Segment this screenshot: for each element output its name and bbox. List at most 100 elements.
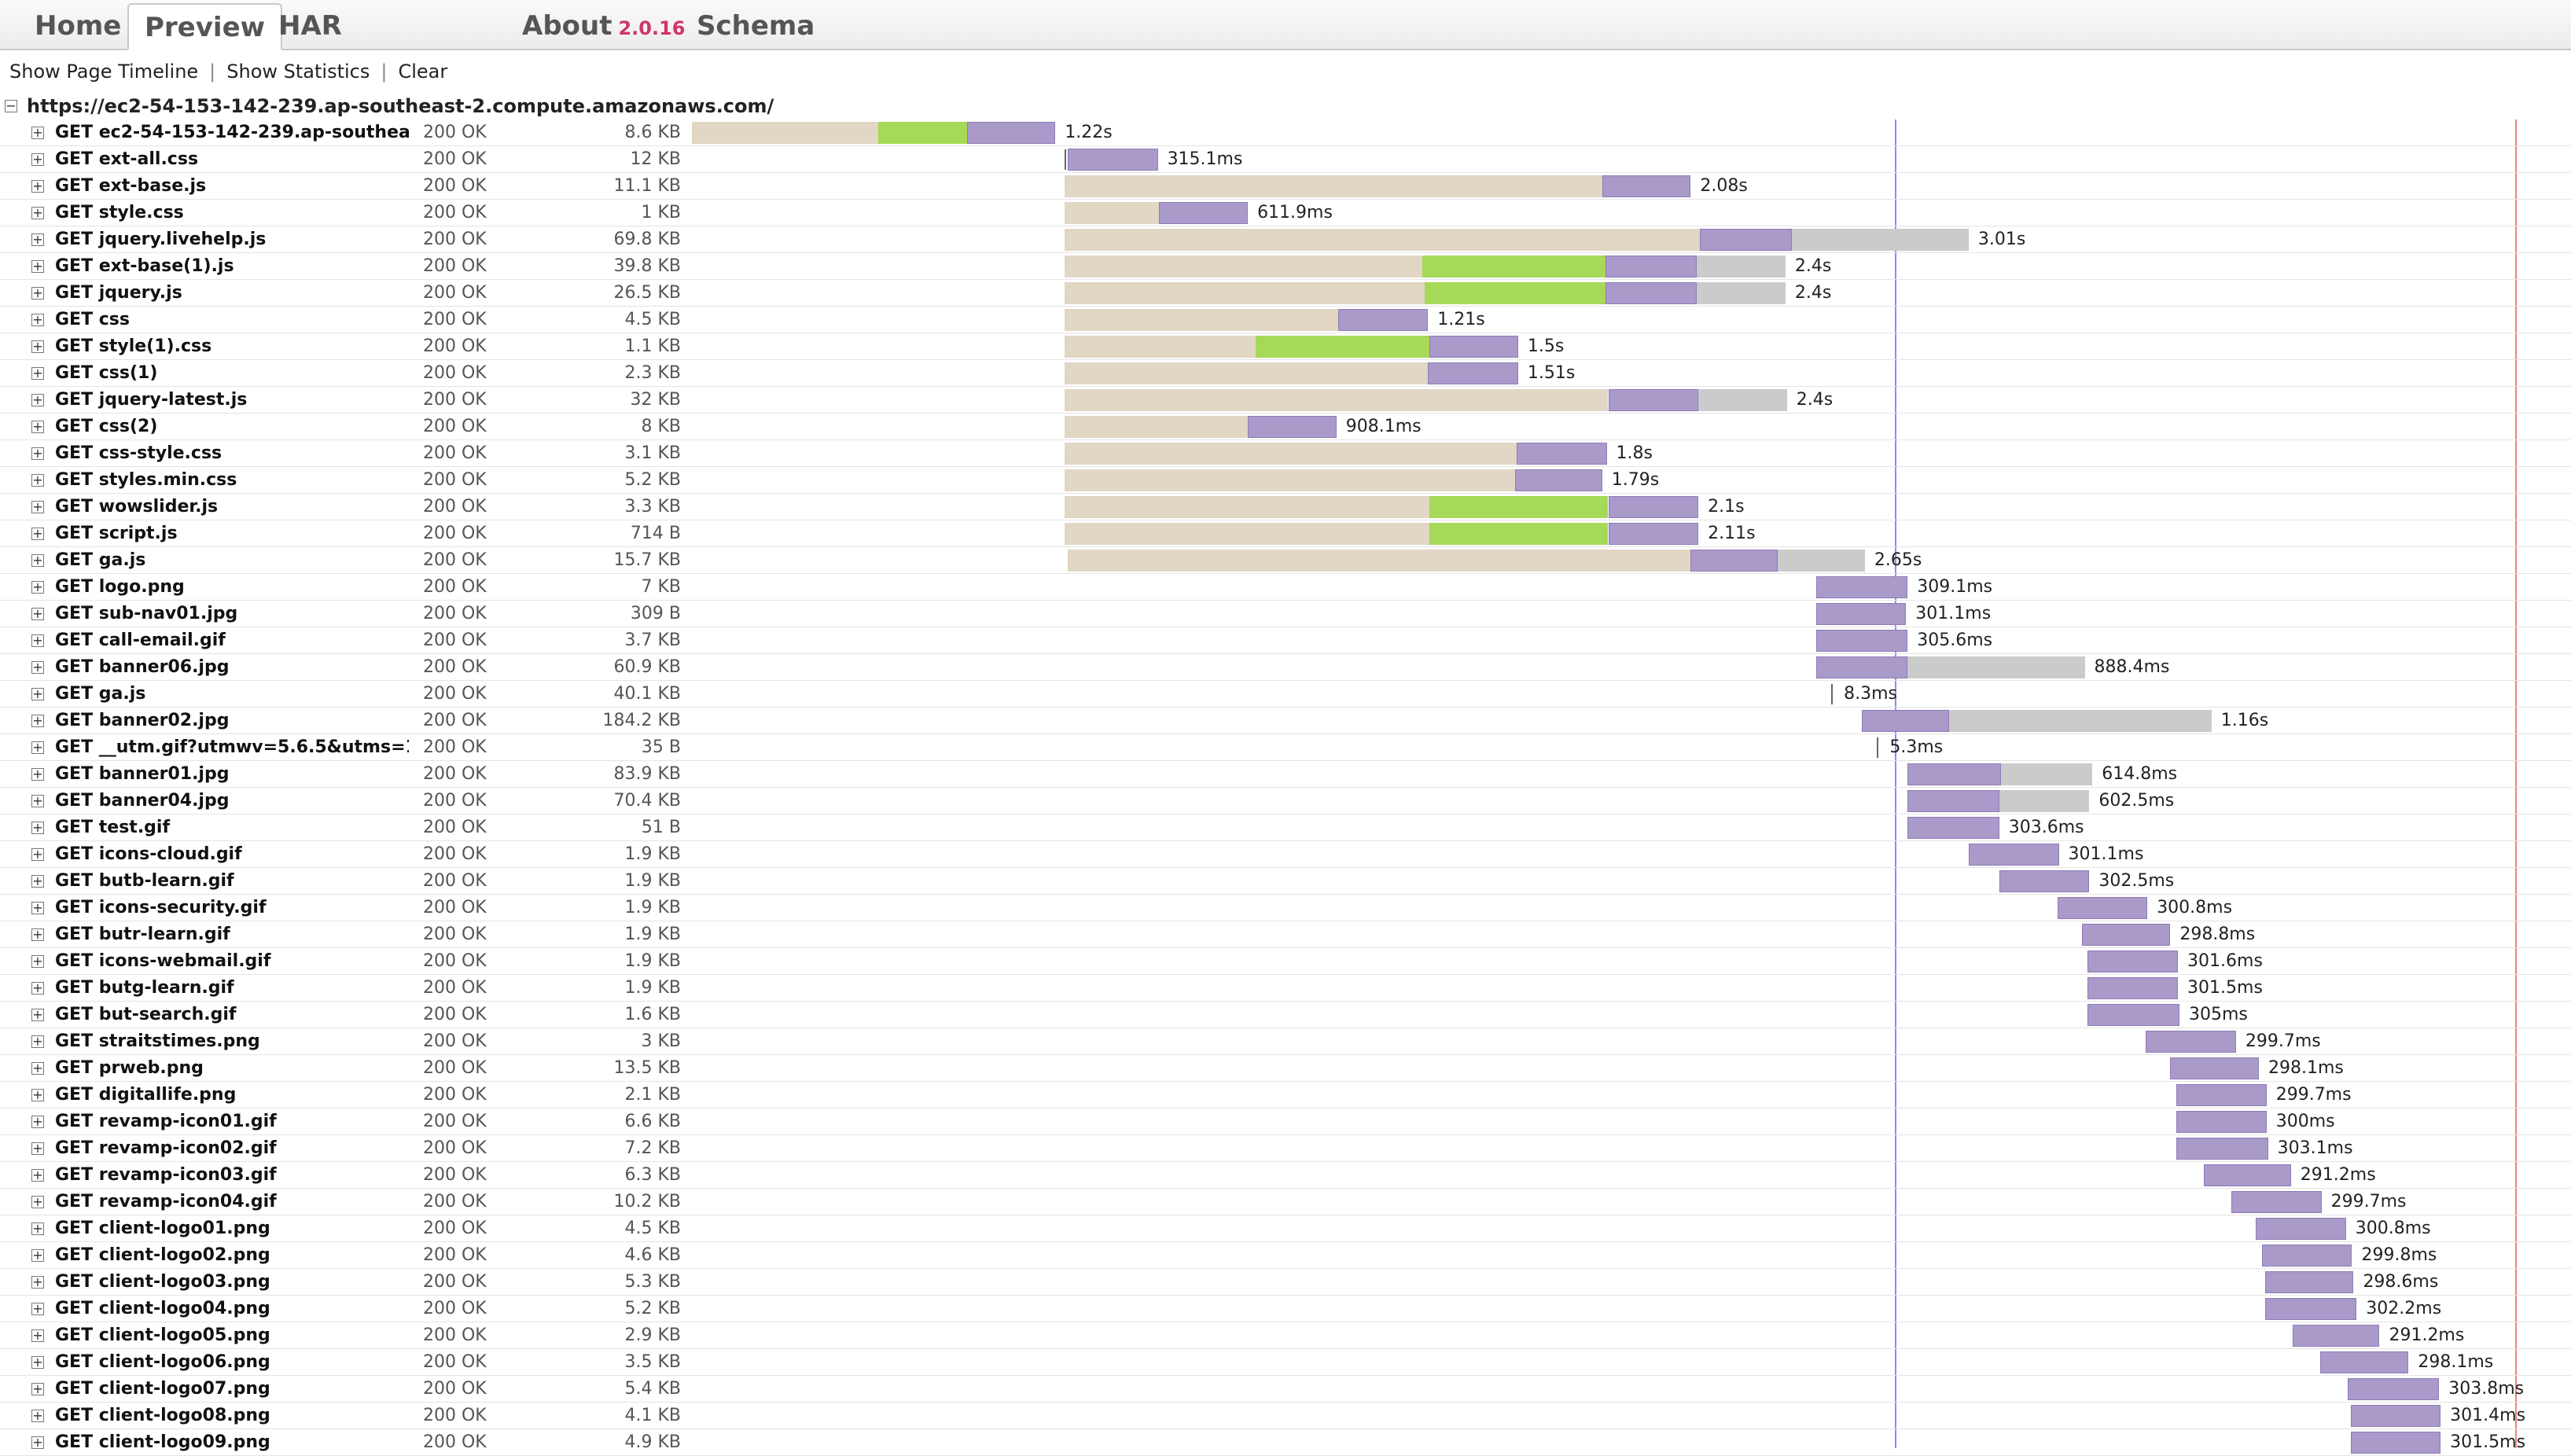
entry-url[interactable]: GET revamp-icon04.gif [55,1189,409,1215]
timing-bar-wait[interactable] [1064,336,1256,358]
entry-row[interactable]: + GET revamp-icon04.gif 200 OK 10.2 KB 299.7… [0,1189,2571,1215]
entry-row[interactable]: + GET prweb.png 200 OK 13.5 KB 298.1ms [0,1055,2571,1082]
expand-entry-icon[interactable]: + [31,285,44,300]
timing-bar-recv[interactable] [1248,416,1337,438]
timing-bar-wait[interactable] [1064,282,1425,304]
timing-bar-gray[interactable] [1948,710,2212,732]
timing-bar-recv[interactable] [1861,710,1949,732]
entry-row[interactable]: + GET ext-base.js 200 OK 11.1 KB 2.08s [0,173,2571,200]
entry-row[interactable]: + GET ga.js 200 OK 15.7 KB 2.65s [0,547,2571,574]
expand-entry-icon[interactable]: + [31,820,44,835]
expand-entry-icon[interactable]: + [31,553,44,568]
entry-url[interactable]: GET __utm.gif?utmwv=5.6.5&utms=17&utmn= [55,734,409,761]
expand-entry-icon[interactable]: + [31,259,44,274]
entry-row[interactable]: + GET __utm.gif?utmwv=5.6.5&utms=17&utmn=… [0,734,2571,761]
entry-row[interactable]: + GET icons-cloud.gif 200 OK 1.9 KB 301.1ms [0,841,2571,868]
entry-url[interactable]: GET style(1).css [55,333,409,360]
timing-bar-recv[interactable] [2081,924,2171,946]
entry-row[interactable]: + GET butb-learn.gif 200 OK 1.9 KB 302.5ms [0,868,2571,895]
expand-entry-icon[interactable]: + [31,1248,44,1263]
timing-bar-recv[interactable] [2146,1031,2236,1053]
timing-bar-gray[interactable] [1697,256,1786,278]
entry-url[interactable]: GET css(1) [55,360,409,387]
entry-url[interactable]: GET ga.js [55,681,409,708]
entry-row[interactable]: + GET jquery.livehelp.js 200 OK 69.8 KB 3.01… [0,226,2571,253]
expand-entry-icon[interactable]: + [31,606,44,621]
entry-row[interactable]: + GET sub-nav01.jpg 200 OK 309 B 301.1ms [0,601,2571,627]
timing-bar-tick[interactable] [1877,737,1879,758]
expand-entry-icon[interactable]: + [31,767,44,781]
entry-row[interactable]: + GET banner02.jpg 200 OK 184.2 KB 1.16s [0,708,2571,734]
expand-entry-icon[interactable]: + [31,980,44,995]
timing-bar-recv[interactable] [1815,656,1908,678]
timing-bar-dns[interactable] [1255,336,1430,358]
expand-entry-icon[interactable]: + [31,1355,44,1370]
timing-bar-recv[interactable] [2170,1057,2259,1079]
timing-bar-recv[interactable] [2264,1271,2354,1293]
timing-bar-recv[interactable] [2176,1084,2267,1106]
expand-entry-icon[interactable]: + [31,1034,44,1049]
expand-entry-icon[interactable]: + [31,366,44,381]
expand-entry-icon[interactable]: + [31,633,44,648]
timing-bar-wait[interactable] [1064,175,1602,197]
entry-url[interactable]: GET digitallife.png [55,1082,409,1109]
entry-url[interactable]: GET test.gif [55,814,409,841]
entry-row[interactable]: + GET revamp-icon03.gif 200 OK 6.3 KB 291.2m… [0,1162,2571,1189]
timing-bar-recv[interactable] [2261,1245,2352,1267]
entry-row[interactable]: + GET icons-security.gif 200 OK 1.9 KB 300.8… [0,895,2571,921]
entry-row[interactable]: + GET client-logo06.png 200 OK 3.5 KB 298.1m… [0,1349,2571,1376]
timing-bar-recv[interactable] [1605,256,1697,278]
entry-url[interactable]: GET wowslider.js [55,494,409,520]
entry-row[interactable]: + GET digitallife.png 200 OK 2.1 KB 299.7ms [0,1082,2571,1109]
timing-bar-recv[interactable] [1815,576,1908,598]
timing-bar-recv[interactable] [1815,630,1908,652]
timing-bar-gray[interactable] [1698,389,1787,411]
entry-url[interactable]: GET revamp-icon01.gif [55,1109,409,1135]
entry-url[interactable]: GET prweb.png [55,1055,409,1082]
timing-bar-recv[interactable] [2204,1164,2291,1186]
timing-bar-recv[interactable] [1159,202,1249,224]
entry-url[interactable]: GET css [55,307,409,333]
entry-row[interactable]: + GET banner01.jpg 200 OK 83.9 KB 614.8ms [0,761,2571,788]
entry-row[interactable]: + GET style.css 200 OK 1 KB 611.9ms [0,200,2571,226]
timing-bar-tick[interactable] [1064,149,1066,170]
entry-url[interactable]: GET but-search.gif [55,1002,409,1028]
timing-bar-wait[interactable] [1064,229,1701,251]
entry-row[interactable]: + GET css(2) 200 OK 8 KB 908.1ms [0,414,2571,440]
expand-entry-icon[interactable]: + [31,1114,44,1129]
entry-url[interactable]: GET css-style.css [55,440,409,467]
entry-url[interactable]: GET banner04.jpg [55,788,409,814]
timing-bar-recv[interactable] [1602,175,1691,197]
show-statistics-link[interactable]: Show Statistics [226,61,370,83]
entry-url[interactable]: GET banner02.jpg [55,708,409,734]
expand-entry-icon[interactable]: + [31,1087,44,1102]
entry-url[interactable]: GET client-logo04.png [55,1296,409,1322]
timing-bar-recv[interactable] [1515,469,1602,491]
entry-row[interactable]: + GET css(1) 200 OK 2.3 KB 1.51s [0,360,2571,387]
entry-url[interactable]: GET client-logo01.png [55,1215,409,1242]
timing-bar-recv[interactable] [1690,550,1778,572]
timing-bar-recv[interactable] [1608,496,1699,518]
entry-url[interactable]: GET ext-base(1).js [55,253,409,280]
timing-bar-recv[interactable] [1516,443,1607,465]
entry-row[interactable]: + GET wowslider.js 200 OK 3.3 KB 2.1s [0,494,2571,520]
entry-url[interactable]: GET butb-learn.gif [55,868,409,895]
entry-row[interactable]: + GET script.js 200 OK 714 B 2.11s [0,520,2571,547]
entry-url[interactable]: GET client-logo05.png [55,1322,409,1349]
entry-row[interactable]: + GET client-logo07.png 200 OK 5.4 KB 303.8m… [0,1376,2571,1403]
collapse-page-icon[interactable]: − [5,98,17,113]
timing-bar-recv[interactable] [2347,1378,2440,1400]
entry-row[interactable]: + GET client-logo01.png 200 OK 4.5 KB 300.8m… [0,1215,2571,1242]
entry-url[interactable]: GET banner06.jpg [55,654,409,681]
page-url[interactable]: https://ec2-54-153-142-239.ap-southeast-… [27,95,774,117]
entry-url[interactable]: GET styles.min.css [55,467,409,494]
timing-bar-wait[interactable] [1064,309,1338,331]
timing-bar-wait[interactable] [1064,443,1517,465]
entry-url[interactable]: GET client-logo09.png [55,1429,409,1456]
entry-row[interactable]: + GET straitstimes.png 200 OK 3 KB 299.7ms [0,1028,2571,1055]
timing-bar-recv[interactable] [2292,1325,2380,1347]
timing-bar-recv[interactable] [2176,1111,2267,1133]
entry-row[interactable]: + GET ec2-54-153-142-239.ap-southeast-2.c… [0,119,2571,146]
timing-bar-recv[interactable] [1907,817,1999,839]
entry-url[interactable]: GET client-logo06.png [55,1349,409,1376]
